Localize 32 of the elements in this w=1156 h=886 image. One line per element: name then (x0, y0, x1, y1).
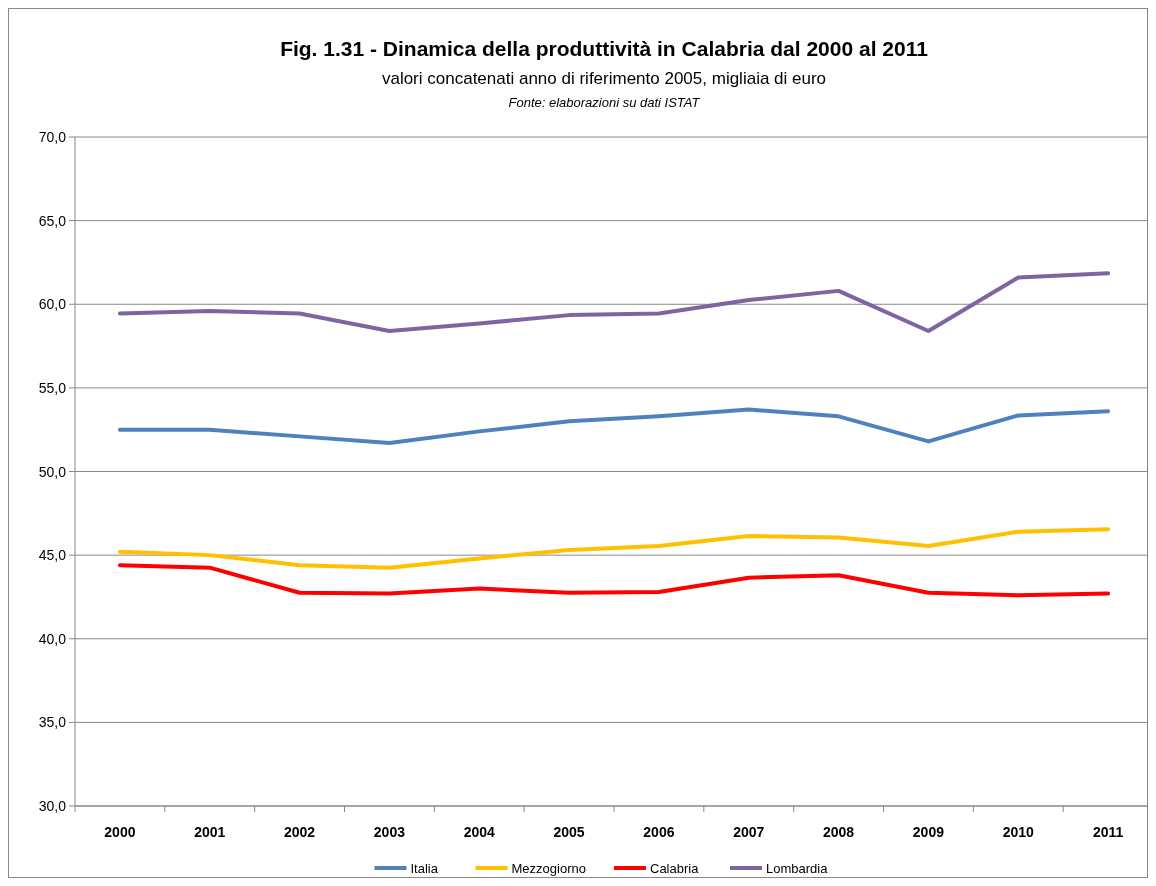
line-series (117, 563, 1111, 598)
y-tick-label: 40,0 (38, 630, 67, 647)
y-tick-label: 70,0 (38, 129, 67, 145)
source-note: Fonte: elaborazioni su dati ISTAT (508, 95, 701, 110)
legend-label: Mezzogiorno (511, 861, 586, 876)
x-tick-label: 2006 (643, 824, 675, 840)
legend-label: Italia (410, 861, 439, 876)
chart-title: Fig. 1.31 - Dinamica della produttività in Calabria dal 2000 al 2011 (280, 37, 929, 60)
y-tick-label: 35,0 (38, 714, 67, 731)
x-tick-label: 2010 (1002, 824, 1035, 840)
line-series (117, 271, 1111, 334)
x-tick-label: 2005 (553, 824, 585, 840)
chart-subtitle: valori concatenati anno di riferimento 2005, migliaia di euro (381, 69, 827, 88)
x-tick-label: 2009 (912, 824, 945, 840)
line-series (117, 527, 1111, 570)
x-tick-label: 2004 (463, 824, 496, 840)
x-tick-label: 2008 (823, 824, 855, 840)
x-tick-label: 2011 (1092, 824, 1124, 840)
x-tick-label: 2000 (104, 824, 136, 840)
y-tick-label: 45,0 (38, 547, 67, 564)
x-tick-label: 2002 (284, 824, 316, 840)
y-tick-label: 50,0 (38, 463, 67, 480)
y-tick-label: 65,0 (38, 212, 67, 229)
legend-label: Lombardia (766, 861, 829, 876)
y-tick-label: 55,0 (38, 379, 67, 396)
x-tick-label: 2001 (194, 824, 226, 840)
x-tick-label: 2007 (733, 824, 765, 840)
x-tick-label: 2003 (373, 824, 406, 840)
y-tick-label: 30,0 (38, 798, 67, 814)
legend-label: Calabria (650, 861, 700, 876)
line-series (117, 407, 1111, 446)
y-tick-label: 60,0 (38, 296, 67, 313)
